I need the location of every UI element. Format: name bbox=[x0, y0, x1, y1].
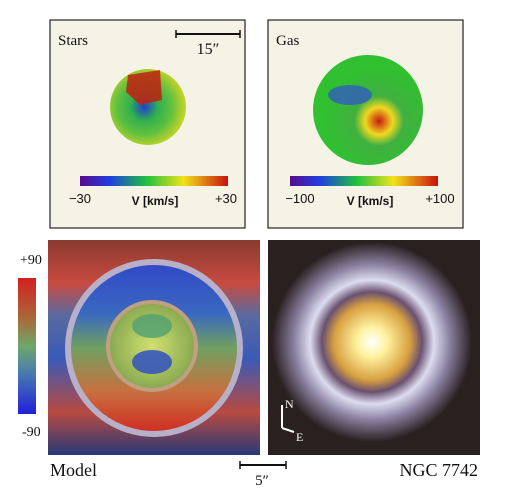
colorbar-unit: V [km/s] bbox=[347, 194, 394, 208]
figure: Stars 15″ −30 V [km/s] +30 Gas −100 V [k… bbox=[0, 0, 506, 491]
galaxy-label: NGC 7742 bbox=[399, 460, 478, 480]
scale-label: 5″ bbox=[255, 473, 269, 489]
colorbar-max: +90 bbox=[20, 253, 42, 268]
colorbar-max: +100 bbox=[425, 191, 454, 206]
colorbar bbox=[18, 278, 36, 414]
scale-label: 15″ bbox=[197, 41, 220, 58]
gas-velocity-map bbox=[313, 55, 423, 165]
colorbar-min: -90 bbox=[22, 425, 41, 440]
map-feature bbox=[328, 85, 372, 105]
model-label: Model bbox=[50, 460, 97, 480]
colorbar bbox=[80, 176, 228, 186]
colorbar-max: +30 bbox=[215, 191, 237, 206]
model-feature bbox=[132, 350, 172, 374]
panel-label: Gas bbox=[276, 33, 299, 49]
panel-label: Stars bbox=[58, 33, 88, 49]
model-feature bbox=[132, 314, 172, 338]
colorbar bbox=[290, 176, 438, 186]
compass-east: E bbox=[296, 430, 303, 444]
colorbar-min: −30 bbox=[69, 191, 91, 206]
galaxy bbox=[272, 242, 472, 442]
colorbar-min: −100 bbox=[285, 191, 314, 206]
compass-north: N bbox=[285, 397, 294, 411]
colorbar-unit: V [km/s] bbox=[132, 194, 179, 208]
